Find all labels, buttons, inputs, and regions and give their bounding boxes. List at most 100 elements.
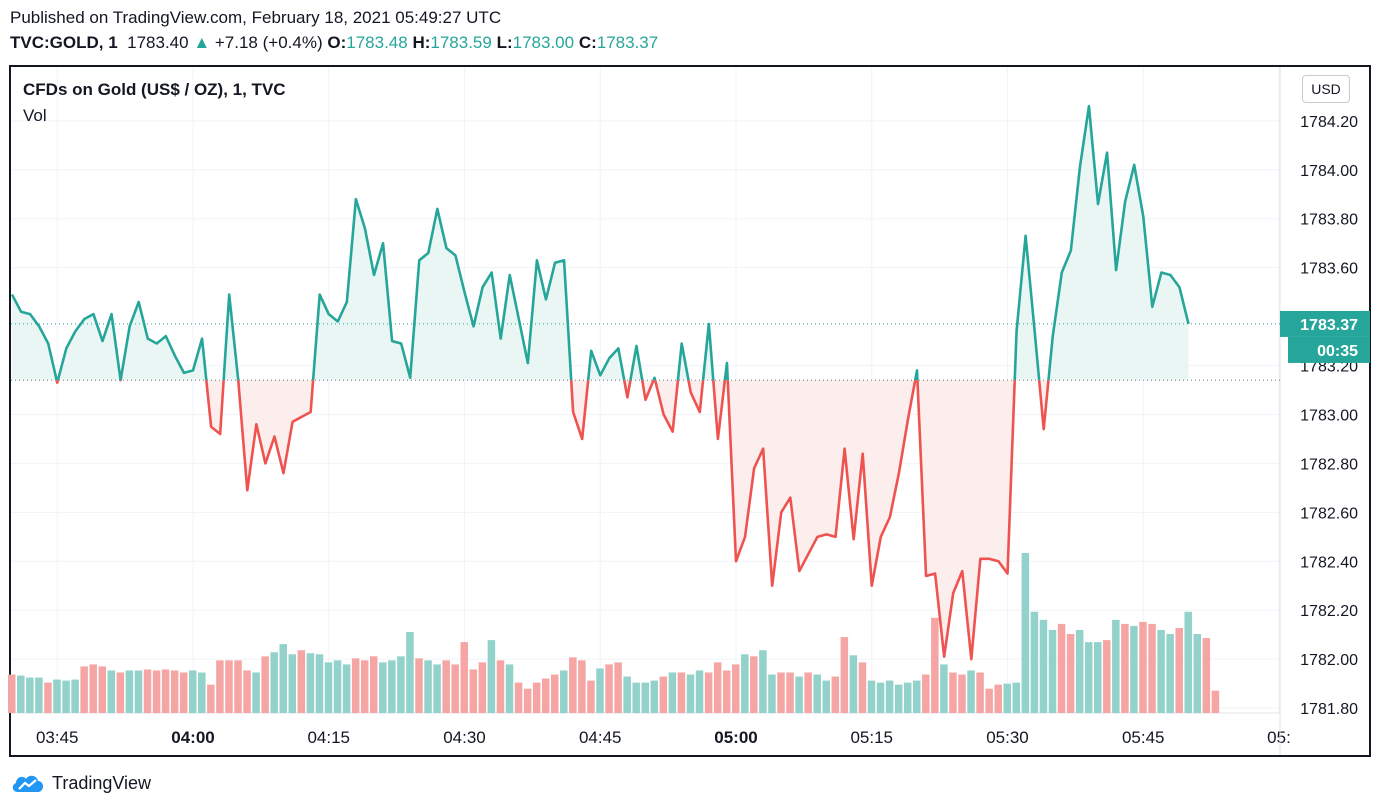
volume-bar [89, 664, 97, 713]
y-tick-label: 1784.20 [1300, 114, 1358, 131]
volume-bar [514, 682, 523, 713]
volume-bar [596, 668, 604, 713]
volume-bar [496, 660, 505, 713]
volume-bar [587, 680, 595, 713]
close-label: C: [578, 33, 597, 52]
volume-bar [8, 674, 16, 713]
price-line-below [55, 380, 1050, 661]
x-tick-label: 05:00 [714, 728, 757, 747]
published-info: Published on TradingView.com, February 1… [10, 8, 502, 27]
volume-bar [885, 680, 894, 713]
y-tick-label: 1782.20 [1300, 603, 1358, 620]
countdown-label: 00:35 [1317, 343, 1358, 360]
volume-bar [143, 669, 152, 713]
volume-bar [940, 664, 948, 713]
volume-bar [270, 652, 278, 713]
x-tick-label: 05:15 [850, 728, 893, 747]
volume-bar [605, 664, 613, 713]
symbol-label: TVC:GOLD, 1 [10, 33, 118, 52]
volume-bar [1021, 553, 1030, 713]
currency-button[interactable]: USD [1302, 75, 1350, 103]
y-tick-label: 1783.00 [1300, 407, 1358, 424]
volume-bar [107, 670, 116, 713]
volume-bar [894, 684, 903, 713]
x-tick-label: 05: [1267, 728, 1291, 747]
x-tick-label: 03:45 [36, 728, 79, 747]
volume-bar [487, 640, 496, 713]
volume-bar [1148, 623, 1156, 713]
volume-bar [1211, 690, 1220, 713]
volume-bar [478, 662, 487, 713]
volume-bar [1094, 642, 1102, 713]
volume-bar [243, 670, 251, 713]
volume-bar [62, 680, 70, 713]
volume-bar [1112, 619, 1120, 713]
volume-bar [569, 657, 577, 713]
volume-bar [80, 666, 88, 713]
volume-bar [1075, 629, 1084, 713]
y-tick-label: 1781.80 [1300, 701, 1358, 718]
x-tick-label: 05:30 [986, 728, 1029, 747]
volume-bar [1193, 634, 1202, 713]
volume-bar [379, 662, 387, 713]
volume-bar [958, 674, 966, 713]
volume-bar [469, 669, 478, 713]
volume-bar [53, 679, 61, 713]
volume-bar [152, 670, 161, 713]
volume-bar [17, 675, 25, 713]
up-arrow-icon: ▲ [193, 33, 211, 52]
x-tick-label: 04:00 [171, 728, 214, 747]
volume-bar [759, 650, 767, 713]
open-value: 1783.48 [346, 33, 408, 52]
volume-bar [1202, 638, 1211, 713]
volume-bar [261, 656, 269, 713]
volume-bar [1084, 642, 1093, 713]
volume-bar [532, 682, 541, 713]
high-label: H: [412, 33, 431, 52]
chart-frame[interactable] [9, 65, 1371, 757]
countdown-tag [1288, 336, 1370, 363]
volume-bar [922, 674, 930, 713]
volume-bar [523, 688, 532, 713]
volume-bar [578, 660, 586, 713]
volume-bar [1012, 682, 1021, 713]
y-tick-label: 1784.00 [1300, 163, 1358, 180]
volume-bar [641, 682, 649, 713]
tradingview-logo[interactable]: TradingView [10, 772, 151, 794]
volume-bar [1139, 621, 1147, 713]
volume-bar [460, 642, 468, 713]
baseline-fill-above [12, 106, 1189, 381]
volume-bar [1184, 611, 1192, 713]
volume-bar [1048, 629, 1057, 713]
volume-bar [225, 660, 233, 713]
volume-bar [1057, 623, 1066, 713]
volume-bar [415, 658, 423, 713]
x-tick-label: 04:45 [579, 728, 622, 747]
volume-bar [397, 656, 405, 713]
volume-bar [306, 653, 315, 713]
volume-bar [216, 660, 224, 713]
volume-bar [1030, 611, 1039, 713]
volume-bar [777, 672, 785, 713]
volume-bar [297, 650, 306, 713]
volume-bar [388, 660, 396, 713]
price-change: +7.18 (+0.4%) [214, 33, 323, 52]
volume-bar [451, 664, 459, 713]
volume-bar [1157, 629, 1165, 713]
volume-legend: Vol [23, 106, 47, 125]
volume-bar [505, 664, 514, 713]
volume-bar [614, 662, 622, 713]
volume-bar [704, 672, 713, 713]
quote-bar: TVC:GOLD, 1 1783.40 ▲ +7.18 (+0.4%) O:17… [10, 33, 658, 53]
y-tick-label: 1783.80 [1300, 212, 1358, 229]
volume-bar [125, 670, 134, 713]
close-value: 1783.37 [596, 33, 659, 52]
volume-bar [659, 676, 668, 713]
volume-bar [867, 680, 876, 713]
volume-bar [985, 688, 993, 713]
volume-bar [44, 682, 52, 713]
chart-legend-title: CFDs on Gold (US$ / OZ), 1, TVC [23, 80, 286, 99]
volume-bar [433, 664, 441, 713]
volume-bar [949, 672, 957, 713]
